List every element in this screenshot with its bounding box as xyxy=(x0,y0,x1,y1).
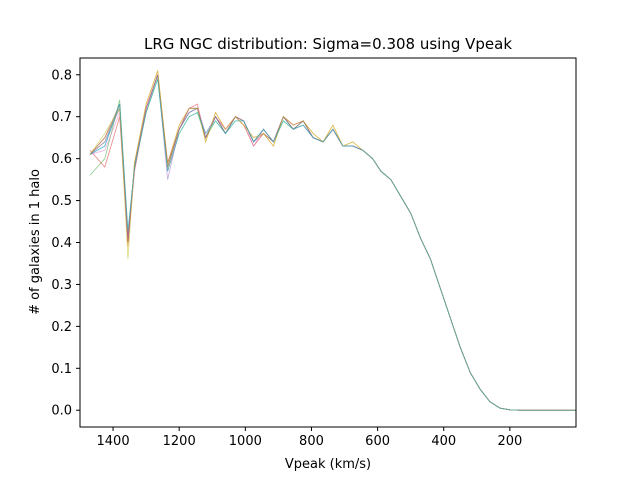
series-line-9 xyxy=(89,70,576,411)
x-tick-label: 600 xyxy=(365,434,390,449)
plot-area xyxy=(89,70,576,411)
series-line-10 xyxy=(89,78,576,411)
plot-frame xyxy=(79,57,577,428)
y-tick-label: 0.0 xyxy=(51,404,72,419)
y-tick-label: 0.5 xyxy=(51,194,72,209)
x-tick-label: 400 xyxy=(431,434,456,449)
x-axis: 1400 1200 1000 800 600 400 200 xyxy=(97,427,522,449)
x-tick-label: 1200 xyxy=(163,434,196,449)
y-tick-label: 0.6 xyxy=(51,152,72,167)
x-tick-label: 1000 xyxy=(229,434,262,449)
x-tick-label: 1400 xyxy=(97,434,130,449)
y-axis-label: # of galaxies in 1 halo xyxy=(28,169,43,315)
y-tick-label: 0.8 xyxy=(51,68,72,83)
x-tick-label: 200 xyxy=(497,434,522,449)
y-axis: 0.0 0.1 0.2 0.3 0.4 0.5 0.6 0.7 0.8 xyxy=(51,68,80,419)
y-tick-label: 0.3 xyxy=(51,278,72,293)
x-axis-label: Vpeak (km/s) xyxy=(285,457,371,472)
chart-title: LRG NGC distribution: Sigma=0.308 using … xyxy=(144,35,512,53)
y-tick-label: 0.2 xyxy=(51,320,72,335)
y-tick-label: 0.4 xyxy=(51,236,72,251)
y-tick-label: 0.7 xyxy=(51,110,72,125)
x-tick-label: 800 xyxy=(299,434,324,449)
y-tick-label: 0.1 xyxy=(51,362,72,377)
